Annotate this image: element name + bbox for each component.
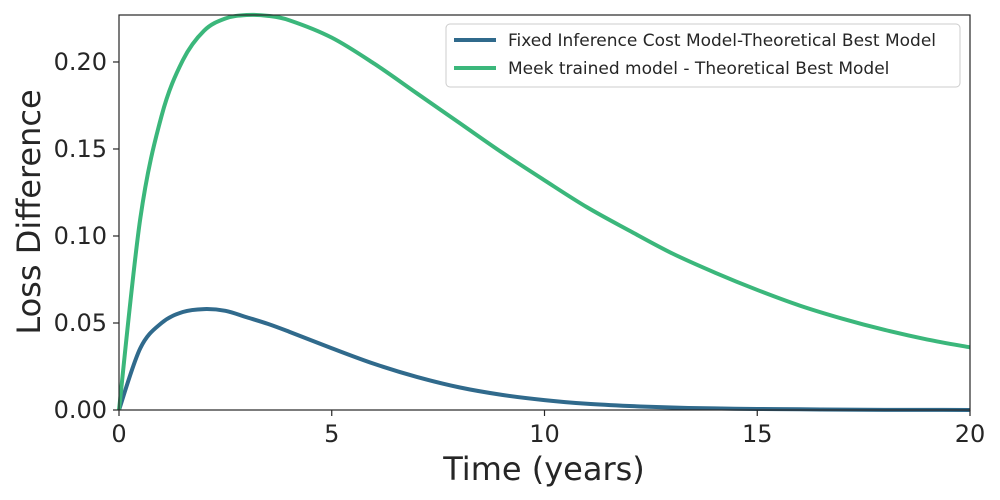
y-tick-label: 0.20 xyxy=(54,48,107,76)
legend: Fixed Inference Cost Model-Theoretical B… xyxy=(445,23,961,88)
y-tick-label: 0.10 xyxy=(54,222,107,250)
x-tick-label: 10 xyxy=(529,420,560,448)
y-tick-label: 0.05 xyxy=(54,309,107,337)
series-line-1 xyxy=(117,307,971,412)
legend-box xyxy=(445,23,961,88)
axes-layer: 0 5 10 15 20 0.00 0.05 0.10 0.15 0.20 xyxy=(54,14,986,448)
x-axis-title: Time (years) xyxy=(442,450,645,488)
y-tick-label: 0.00 xyxy=(54,396,107,424)
y-axis-title: Loss Difference xyxy=(10,89,48,334)
x-tick-label: 0 xyxy=(111,420,126,448)
x-tick-label: 5 xyxy=(324,420,339,448)
series-line-2 xyxy=(117,12,971,411)
legend-label-2: Meek trained model - Theoretical Best Mo… xyxy=(508,59,889,79)
series-layer xyxy=(117,12,971,412)
x-tick-label: 15 xyxy=(742,420,773,448)
y-tick-label: 0.15 xyxy=(54,135,107,163)
legend-label-1: Fixed Inference Cost Model-Theoretical B… xyxy=(508,31,936,51)
x-tick-label: 20 xyxy=(955,420,986,448)
